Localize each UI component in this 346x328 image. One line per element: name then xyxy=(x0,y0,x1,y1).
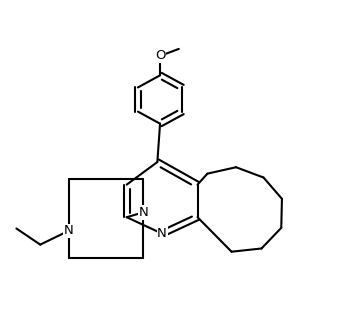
Text: N: N xyxy=(64,224,74,237)
Text: O: O xyxy=(155,50,165,62)
Text: N: N xyxy=(157,227,167,240)
Text: N: N xyxy=(138,206,148,219)
